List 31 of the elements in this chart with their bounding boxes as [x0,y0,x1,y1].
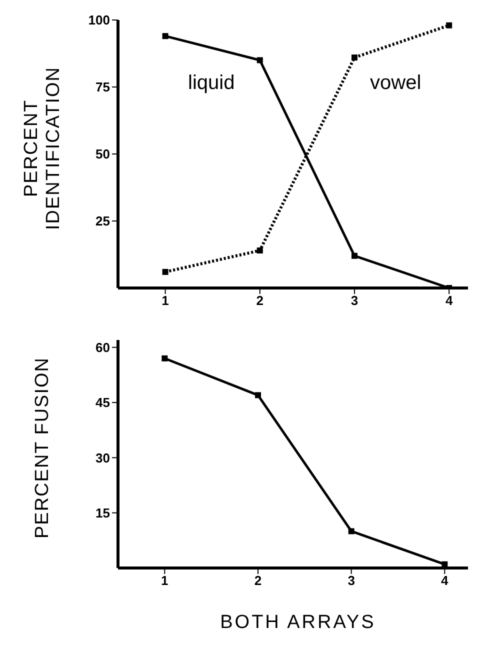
point [256,57,263,64]
y-tick-label: 30 [96,450,110,466]
y-tick-label: 45 [96,395,110,410]
point [348,528,354,534]
y-tick-label: 50 [96,146,110,162]
y-tick-label: 15 [96,505,110,520]
x-tick-label: 4 [445,293,454,308]
point [162,33,168,40]
x-tick-label: 3 [350,293,358,308]
y-tick-label: 100 [88,12,110,28]
x-tick-label: 1 [161,573,168,588]
point [256,247,263,254]
x-axis-title: BOTH ARRAYS [219,612,377,634]
x-tick-label: 3 [348,573,355,588]
x-tick-label: 1 [162,293,169,308]
point [255,392,261,398]
y-tick-label: 25 [96,214,110,229]
point [351,54,358,61]
x-tick-label: 2 [254,573,262,588]
y-axis-title: PERCENT IDENTIFICATION [21,65,65,232]
y-tick-label: 60 [96,340,110,355]
x-tick-label: 2 [256,293,264,308]
point [446,22,452,28]
point [162,355,168,362]
y-tick-label: 75 [96,80,110,95]
point [351,252,358,259]
point [162,268,168,275]
x-tick-label: 4 [441,573,450,588]
series-label: liquid [188,72,235,95]
series-label: vowel [370,72,422,95]
y-axis-title: PERCENT FUSION [32,357,54,539]
